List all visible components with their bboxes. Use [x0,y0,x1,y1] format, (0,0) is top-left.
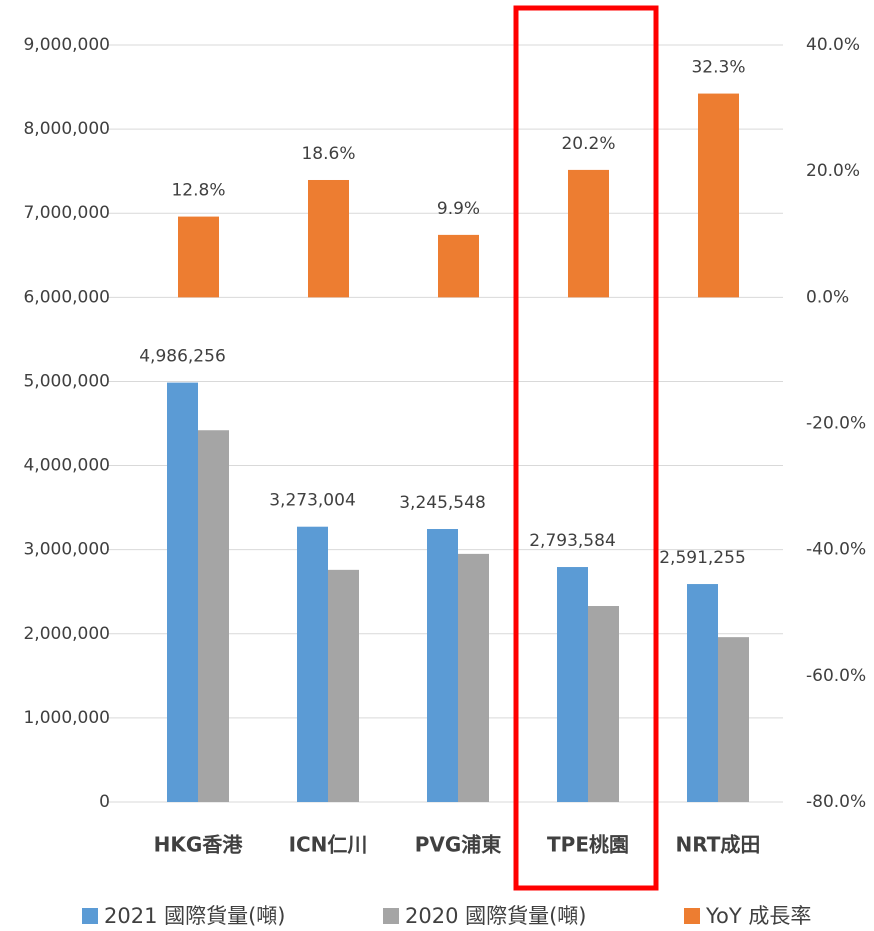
y2-tick-label: -20.0% [806,414,866,434]
bar [458,553,489,802]
y2-tick-label: 40.0% [806,35,860,55]
y-tick-label: 5,000,000 [23,371,110,391]
data-label: 18.6% [301,144,355,164]
y-tick-label: 9,000,000 [23,35,110,55]
data-label: 3,273,004 [269,491,356,511]
bar [198,430,229,802]
bar [328,569,359,802]
x-tick-label: ICN仁川 [289,833,368,857]
legend-label: 2021 國際貨量(噸) [104,904,286,928]
y2-tick-label: -40.0% [806,540,866,560]
y-tick-label: 2,000,000 [23,624,110,644]
x-tick-label: HKG香港 [154,833,244,857]
bar [178,216,219,298]
highlight-box [513,5,659,891]
data-label: 20.2% [561,134,615,154]
y2-tick-label: 20.0% [806,161,860,181]
bar [167,382,198,802]
bar [687,584,718,802]
y-tick-label: 7,000,000 [23,203,110,223]
y-tick-label: 6,000,000 [23,287,110,307]
data-label: 2,793,584 [529,531,616,551]
bar [718,637,749,802]
data-label: 12.8% [171,181,225,201]
data-label: 32.3% [691,58,745,78]
legend-swatch [82,908,98,924]
legend-label: YoY 成長率 [705,904,811,928]
x-tick-label: PVG浦東 [415,833,502,857]
bar [588,606,619,802]
bar [297,526,328,802]
legend-swatch [684,908,700,924]
y-tick-label: 8,000,000 [23,119,110,139]
y-tick-label: 4,000,000 [23,456,110,476]
bar [427,529,458,802]
y-tick-label: 0 [99,792,110,812]
x-tick-label: TPE桃園 [547,833,629,857]
data-label: 2,591,255 [659,548,746,568]
y-tick-label: 3,000,000 [23,540,110,560]
legend-label: 2020 國際貨量(噸) [405,904,587,928]
bar [308,179,349,298]
bar [568,169,609,298]
y2-tick-label: 0.0% [806,287,849,307]
data-label: 4,986,256 [139,347,226,367]
data-label: 3,245,548 [399,493,486,513]
x-tick-label: NRT成田 [676,833,761,857]
y2-tick-label: -60.0% [806,666,866,686]
y-tick-label: 1,000,000 [23,708,110,728]
bar [557,567,588,802]
bar [438,234,479,298]
data-label: 9.9% [437,199,480,219]
legend-swatch [383,908,399,924]
y2-tick-label: -80.0% [806,792,866,812]
bar [698,93,739,298]
